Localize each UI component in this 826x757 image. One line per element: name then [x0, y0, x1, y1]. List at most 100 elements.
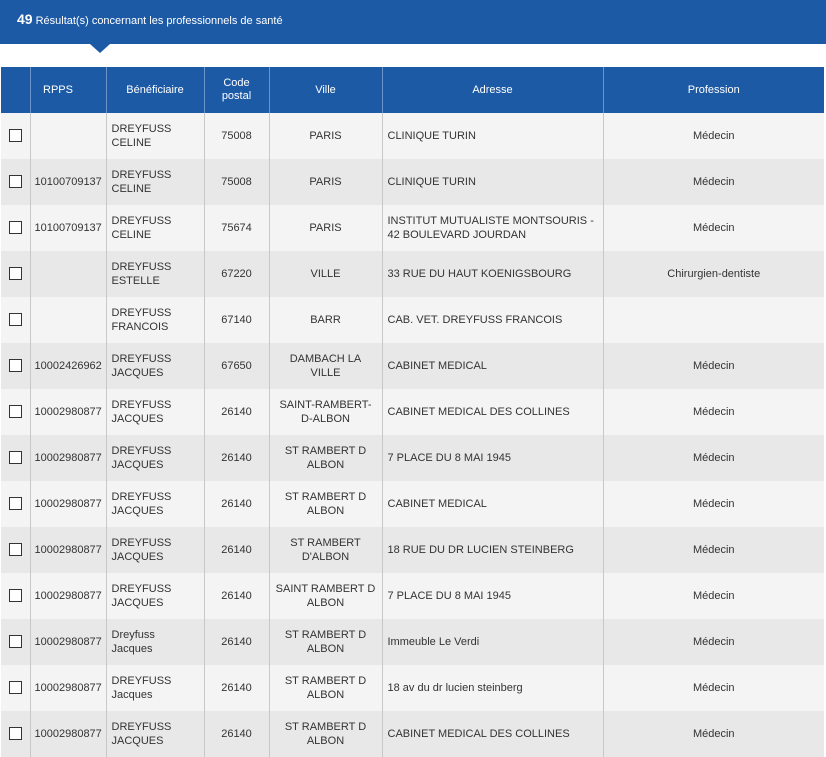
row-checkbox[interactable]: [8, 358, 22, 372]
row-checkbox[interactable]: [8, 266, 22, 280]
row-checkbox[interactable]: [8, 588, 22, 602]
cell-adresse: CABINET MEDICAL DES COLLINES: [382, 711, 604, 757]
cell-beneficiaire: DREYFUSS JACQUES: [106, 711, 205, 757]
cell-select: [1, 297, 31, 343]
cell-ville: ST RAMBERT D ALBON: [269, 665, 383, 711]
cell-beneficiaire: DREYFUSS JACQUES: [106, 435, 205, 481]
row-checkbox[interactable]: [8, 726, 22, 740]
row-checkbox[interactable]: [8, 404, 22, 418]
header-ville[interactable]: Ville: [269, 67, 383, 113]
header-beneficiaire[interactable]: Bénéficiaire: [106, 67, 205, 113]
table-row[interactable]: DREYFUSS FRANCOIS 67140 BARR CAB. VET. DREY…: [1, 297, 824, 343]
cell-adresse: CLINIQUE TURIN: [382, 159, 604, 205]
cell-adresse: INSTITUT MUTUALISTE MONTSOURIS - 42 BOUL…: [382, 205, 604, 251]
table-row[interactable]: 10100709137 DREYFUSS CELINE 75008 PARIS CLIN…: [1, 159, 824, 205]
cell-code-postal: 26140: [204, 619, 270, 665]
cell-adresse: CABINET MEDICAL: [382, 343, 604, 389]
cell-select: [1, 435, 31, 481]
table-row[interactable]: DREYFUSS CELINE 75008 PARIS CLINIQUE TURIN M…: [1, 113, 824, 159]
cell-code-postal: 26140: [204, 435, 270, 481]
cell-beneficiaire: DREYFUSS CELINE: [106, 205, 205, 251]
cell-select: [1, 251, 31, 297]
cell-rpps: 10100709137: [30, 205, 107, 251]
cell-profession: Médecin: [603, 343, 824, 389]
header-rpps[interactable]: RPPS i: [30, 67, 121, 113]
cell-select: [1, 527, 31, 573]
cell-select: [1, 665, 31, 711]
table-row[interactable]: 10100709137 DREYFUSS CELINE 75674 PARIS INST…: [1, 205, 824, 251]
cell-profession: [603, 297, 824, 343]
cell-ville: SAINT-RAMBERT-D-ALBON: [269, 389, 383, 435]
cell-code-postal: 26140: [204, 573, 270, 619]
table-row[interactable]: 10002980877 DREYFUSS JACQUES 26140 ST RAMBE…: [1, 711, 824, 757]
table-row[interactable]: DREYFUSS ESTELLE 67220 VILLE 33 RUE DU HAUT…: [1, 251, 824, 297]
row-checkbox[interactable]: [8, 174, 22, 188]
cell-ville: SAINT RAMBERT D ALBON: [269, 573, 383, 619]
cell-ville: ST RAMBERT D ALBON: [269, 435, 383, 481]
cell-code-postal: 67220: [204, 251, 270, 297]
header-adresse[interactable]: Adresse: [382, 67, 604, 113]
table-row[interactable]: 10002980877 DREYFUSS JACQUES 26140 SAINT RA…: [1, 573, 824, 619]
cell-beneficiaire: DREYFUSS JACQUES: [106, 343, 205, 389]
table-header: RPPS i Bénéficiaire Code postal Ville Ad…: [1, 67, 824, 113]
cell-rpps: [30, 297, 107, 343]
table-row[interactable]: 10002980877 DREYFUSS JACQUES 26140 SAINT-RA…: [1, 389, 824, 435]
cell-select: [1, 205, 31, 251]
table-row[interactable]: 10002980877 DREYFUSS Jacques 26140 ST RAMBE…: [1, 665, 824, 711]
cell-beneficiaire: DREYFUSS ESTELLE: [106, 251, 205, 297]
cell-select: [1, 573, 31, 619]
cell-adresse: CLINIQUE TURIN: [382, 113, 604, 159]
row-checkbox[interactable]: [8, 680, 22, 694]
cell-ville: PARIS: [269, 159, 383, 205]
cell-profession: Médecin: [603, 389, 824, 435]
header-profession[interactable]: Profession: [603, 67, 824, 113]
table-row[interactable]: 10002980877 DREYFUSS JACQUES 26140 ST RAMBE…: [1, 481, 824, 527]
cell-beneficiaire: DREYFUSS Jacques: [106, 665, 205, 711]
cell-profession: Médecin: [603, 573, 824, 619]
cell-profession: Médecin: [603, 481, 824, 527]
cell-code-postal: 75674: [204, 205, 270, 251]
results-table-container: RPPS i Bénéficiaire Code postal Ville Ad…: [1, 67, 824, 757]
table-row[interactable]: 10002980877 DREYFUSS JACQUES 26140 ST RAMBE…: [1, 435, 824, 481]
table-row[interactable]: 10002980877 Dreyfuss Jacques 26140 ST RAMBE…: [1, 619, 824, 665]
row-checkbox[interactable]: [8, 634, 22, 648]
results-summary: 49 Résultat(s) concernant les professionn…: [17, 11, 283, 27]
cell-adresse: Immeuble Le Verdi: [382, 619, 604, 665]
cell-select: [1, 159, 31, 205]
cell-adresse: CABINET MEDICAL: [382, 481, 604, 527]
results-table: RPPS i Bénéficiaire Code postal Ville Ad…: [1, 67, 824, 757]
cell-rpps: 10002980877: [30, 665, 107, 711]
cell-beneficiaire: DREYFUSS JACQUES: [106, 573, 205, 619]
cell-profession: Médecin: [603, 619, 824, 665]
row-checkbox[interactable]: [8, 312, 22, 326]
results-label: Résultat(s) concernant les professionnel…: [35, 15, 283, 27]
cell-select: [1, 619, 31, 665]
cell-profession: Chirurgien-dentiste: [603, 251, 824, 297]
cell-profession: Médecin: [603, 205, 824, 251]
cell-beneficiaire: DREYFUSS JACQUES: [106, 389, 205, 435]
cell-select: [1, 113, 31, 159]
cell-code-postal: 67140: [204, 297, 270, 343]
cell-code-postal: 26140: [204, 665, 270, 711]
row-checkbox[interactable]: [8, 128, 22, 142]
row-checkbox[interactable]: [8, 542, 22, 556]
row-checkbox[interactable]: [8, 496, 22, 510]
cell-rpps: [30, 251, 107, 297]
cell-beneficiaire: Dreyfuss Jacques: [106, 619, 205, 665]
cell-beneficiaire: DREYFUSS JACQUES: [106, 481, 205, 527]
cell-profession: Médecin: [603, 435, 824, 481]
cell-select: [1, 343, 31, 389]
cell-code-postal: 26140: [204, 527, 270, 573]
table-row[interactable]: 10002980877 DREYFUSS JACQUES 26140 ST RAMBE…: [1, 527, 824, 573]
cell-code-postal: 67650: [204, 343, 270, 389]
table-header-row: RPPS i Bénéficiaire Code postal Ville Ad…: [1, 67, 824, 113]
table-row[interactable]: 10002426962 DREYFUSS JACQUES 67650 DAMBACH …: [1, 343, 824, 389]
cell-rpps: 10002980877: [30, 527, 107, 573]
header-code-postal[interactable]: Code postal: [204, 67, 270, 113]
cell-profession: Médecin: [603, 159, 824, 205]
cell-adresse: 18 av du dr lucien steinberg: [382, 665, 604, 711]
row-checkbox[interactable]: [8, 450, 22, 464]
cell-rpps: 10002980877: [30, 573, 107, 619]
row-checkbox[interactable]: [8, 220, 22, 234]
cell-adresse: 7 PLACE DU 8 MAI 1945: [382, 573, 604, 619]
